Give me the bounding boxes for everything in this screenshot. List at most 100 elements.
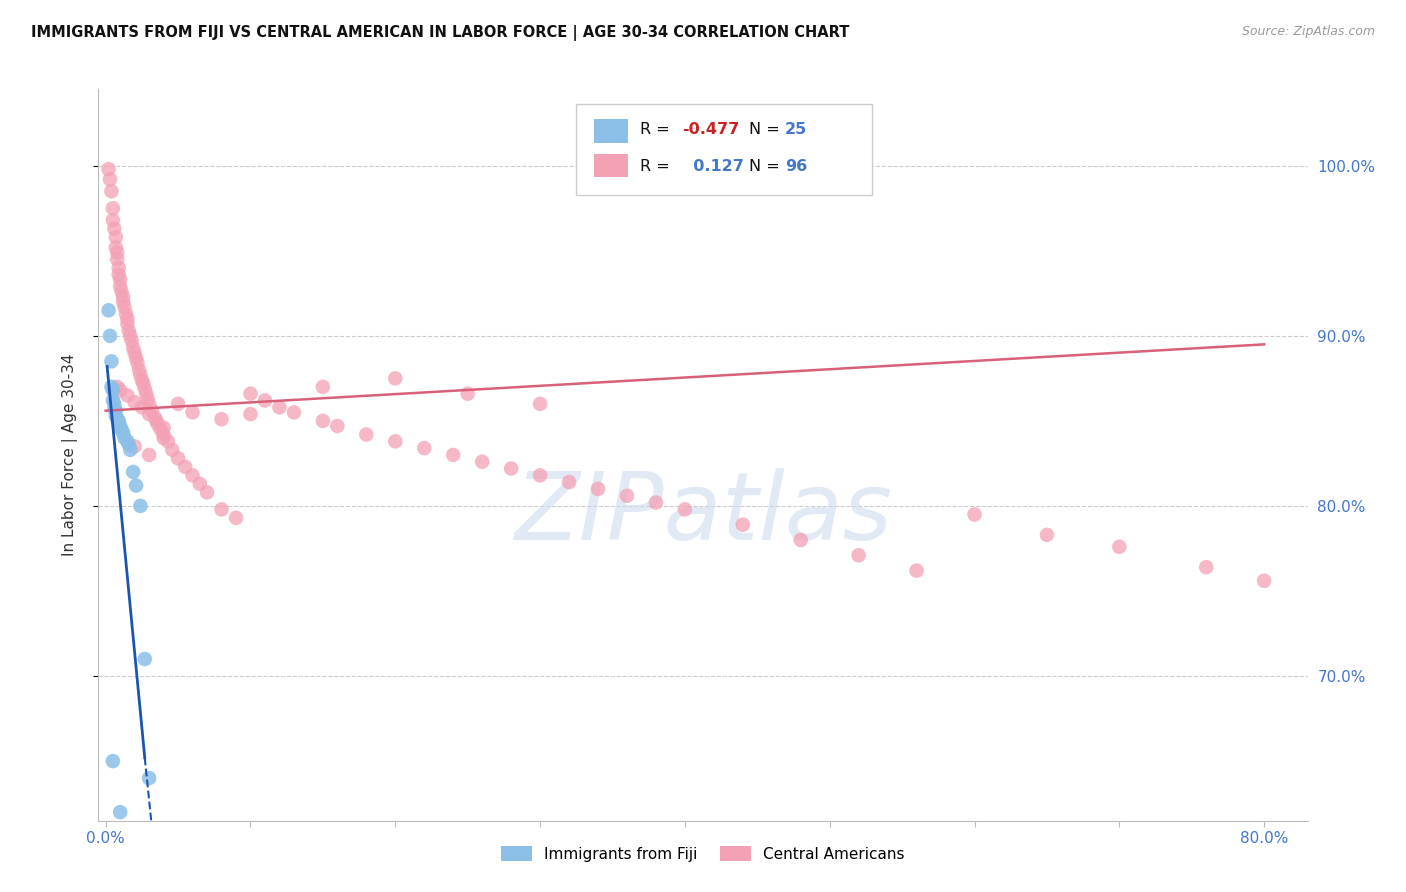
Point [529,468,551,483]
Point [101,201,124,215]
Point [103,402,125,417]
Point [731,517,754,532]
Point [146,417,169,432]
Point [97,162,120,177]
Point [143,410,166,425]
Point [211,412,233,426]
Point [120,442,142,457]
Point [457,386,479,401]
Point [108,419,131,434]
Point [122,465,145,479]
Point [101,754,124,768]
Point [101,213,124,227]
Point [120,856,142,871]
Point [1195,560,1218,574]
Point [104,403,127,417]
Text: R =: R = [640,122,675,137]
Point [105,380,128,394]
Point [105,412,128,426]
Point [117,311,139,326]
Point [312,414,335,428]
Point [963,508,986,522]
Point [117,317,139,331]
FancyBboxPatch shape [595,120,628,143]
Point [134,652,156,666]
Point [110,285,132,299]
Point [112,425,135,440]
Point [114,431,136,445]
Text: 25: 25 [785,122,807,137]
Point [101,384,124,398]
Point [1253,574,1275,588]
Text: ZIPatlas: ZIPatlas [515,468,891,559]
Point [156,434,179,449]
Point [124,395,146,409]
Point [108,273,131,287]
Point [121,334,143,348]
Point [131,401,153,415]
Point [616,489,638,503]
Point [384,371,406,385]
Point [269,401,291,415]
Point [356,427,378,442]
Point [100,380,122,394]
Point [645,495,668,509]
Text: N =: N = [749,159,785,174]
Point [103,397,125,411]
Point [125,478,148,492]
Text: 0.127: 0.127 [682,159,744,174]
Point [239,386,262,401]
FancyBboxPatch shape [576,103,872,195]
Point [104,230,127,244]
Point [1108,540,1130,554]
Text: -0.477: -0.477 [682,122,740,137]
Point [104,240,127,254]
Point [413,441,436,455]
FancyBboxPatch shape [595,153,628,177]
Point [108,279,131,293]
Point [118,324,141,338]
Point [105,245,128,260]
Point [120,329,142,343]
Point [848,549,870,563]
Text: N =: N = [749,122,785,137]
Point [124,439,146,453]
Point [107,417,129,432]
Point [131,373,153,387]
Text: IMMIGRANTS FROM FIJI VS CENTRAL AMERICAN IN LABOR FORCE | AGE 30-34 CORRELATION : IMMIGRANTS FROM FIJI VS CENTRAL AMERICAN… [31,25,849,41]
Point [152,431,174,445]
Point [136,392,159,406]
Point [105,252,128,267]
Point [128,363,150,377]
Point [239,407,262,421]
Point [104,409,127,423]
Point [100,354,122,368]
Point [135,386,157,401]
Point [141,403,163,417]
Point [441,448,464,462]
Point [384,434,406,449]
Text: Source: ZipAtlas.com: Source: ZipAtlas.com [1241,25,1375,38]
Point [100,184,122,198]
Point [110,422,132,436]
Point [152,420,174,434]
Point [586,482,609,496]
Point [98,172,121,186]
Text: 96: 96 [785,159,807,174]
Point [225,511,247,525]
Point [125,351,148,365]
Point [152,427,174,442]
Point [145,414,167,428]
Point [167,451,190,466]
Point [138,448,160,462]
Text: R =: R = [640,159,675,174]
Point [188,476,211,491]
Point [112,290,135,304]
Legend: Immigrants from Fiji, Central Americans: Immigrants from Fiji, Central Americans [495,840,911,868]
Point [181,468,204,483]
Point [283,405,305,419]
Point [312,380,335,394]
Point [790,533,813,547]
Point [211,502,233,516]
Y-axis label: In Labor Force | Age 30-34: In Labor Force | Age 30-34 [62,353,77,557]
